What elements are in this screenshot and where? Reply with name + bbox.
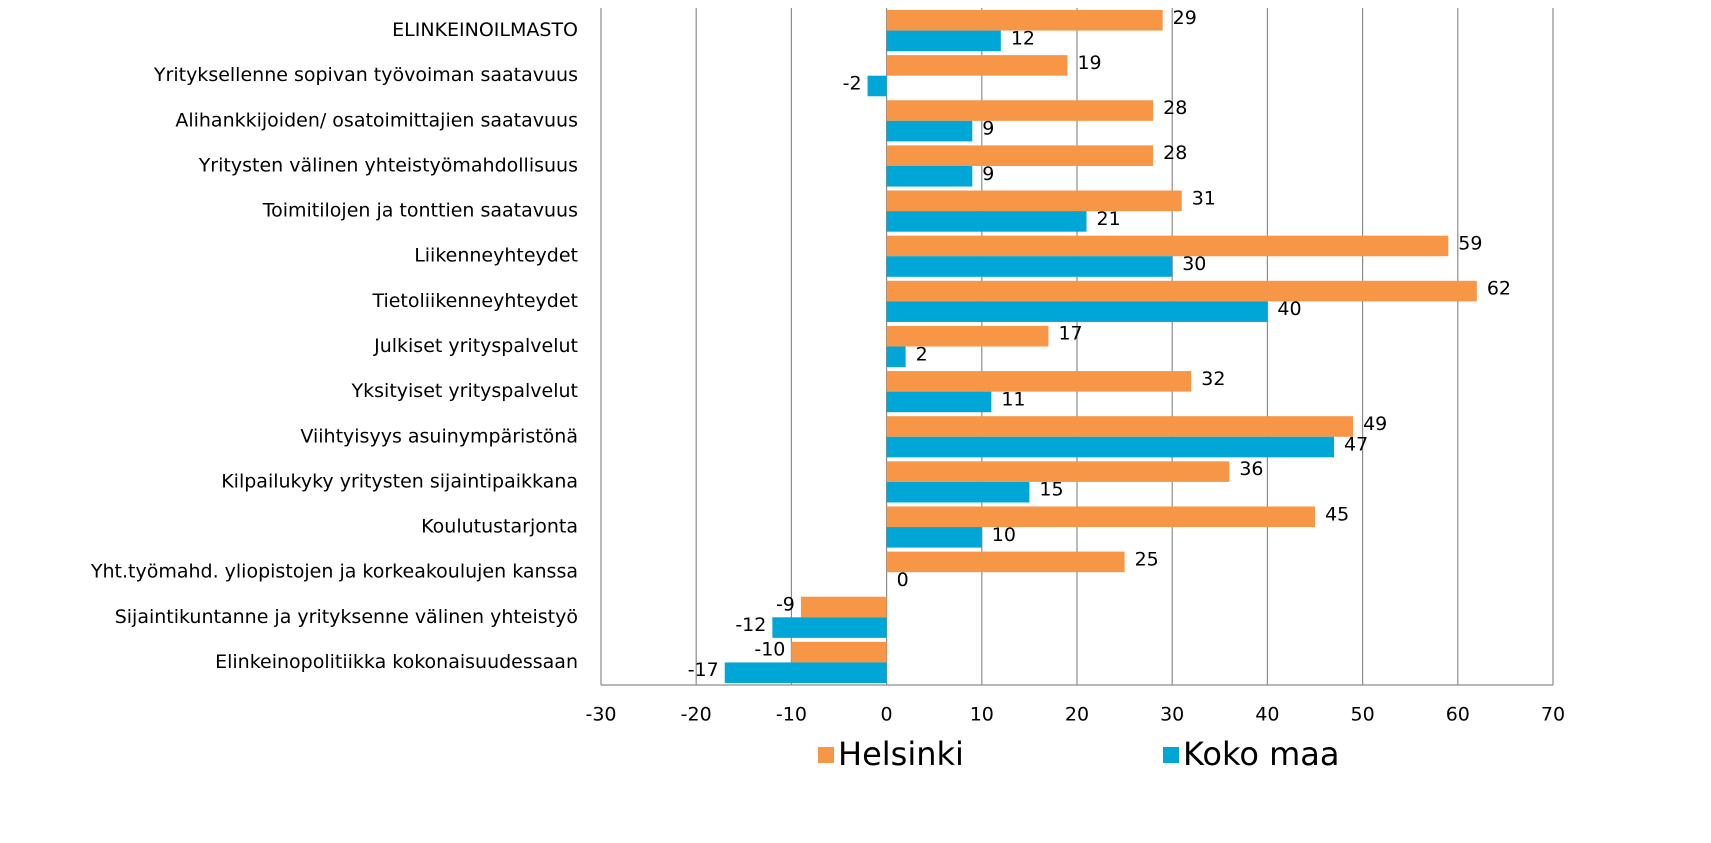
- category-label: Julkiset yrityspalvelut: [373, 335, 578, 357]
- x-tick-label: -20: [681, 704, 712, 726]
- legend-label: Koko maa: [1183, 735, 1340, 773]
- x-tick-label: 50: [1351, 704, 1375, 726]
- data-label: 45: [1325, 503, 1349, 525]
- data-label: 19: [1077, 52, 1101, 74]
- x-tick-label: 30: [1160, 704, 1184, 726]
- data-label: 17: [1058, 323, 1082, 345]
- legend-swatch: [1163, 747, 1179, 763]
- data-label: 30: [1182, 253, 1206, 275]
- bar: [886, 461, 1230, 482]
- data-label: 25: [1135, 548, 1159, 570]
- bar: [886, 256, 1173, 277]
- bar: [886, 211, 1087, 232]
- category-label: Yksityiset yrityspalvelut: [351, 380, 578, 402]
- bar: [886, 235, 1449, 257]
- category-label: Yritysten välinen yhteistyömahdollisuus: [198, 154, 578, 176]
- bar: [886, 551, 1125, 573]
- bar: [886, 416, 1354, 437]
- bar: [886, 145, 1154, 166]
- data-label: 32: [1201, 368, 1225, 390]
- bar: [886, 30, 1001, 52]
- bar: [772, 617, 887, 638]
- bar: [886, 301, 1268, 322]
- data-label: 62: [1487, 278, 1511, 300]
- data-label: 0: [897, 569, 909, 591]
- bar: [886, 481, 1030, 503]
- category-label: Elinkeinopolitiikka kokonaisuudessaan: [215, 651, 578, 673]
- data-label: 9: [982, 118, 994, 140]
- x-tick-label: 40: [1255, 704, 1279, 726]
- data-label: 2: [916, 343, 928, 365]
- data-label: 47: [1344, 434, 1368, 456]
- bar: [886, 100, 1154, 121]
- legend-label: Helsinki: [838, 735, 964, 773]
- data-label: 59: [1458, 232, 1482, 254]
- bar: [886, 10, 1163, 31]
- bar: [886, 391, 992, 413]
- x-tick-label: 20: [1065, 704, 1089, 726]
- data-label: -2: [843, 72, 862, 94]
- x-tick-label: -10: [776, 704, 807, 726]
- category-label: Koulutustarjonta: [421, 516, 578, 538]
- x-tick-label: 60: [1446, 704, 1470, 726]
- data-label: 36: [1239, 458, 1263, 480]
- bar: [886, 325, 1049, 347]
- legend-swatch: [818, 747, 834, 763]
- data-label: 21: [1097, 208, 1121, 230]
- data-label: 12: [1011, 27, 1035, 49]
- bar: [886, 280, 1477, 302]
- category-label: ELINKEINOILMASTO: [392, 19, 578, 41]
- data-label: -17: [688, 659, 719, 681]
- category-label: Sijaintikuntanne ja yrityksenne välinen …: [115, 606, 578, 628]
- bar: [791, 641, 887, 663]
- x-tick-label: 10: [970, 704, 994, 726]
- category-label: Liikenneyhteydet: [414, 245, 578, 267]
- category-label: Viihtyisyys asuinympäristönä: [300, 425, 578, 447]
- data-label: 49: [1363, 413, 1387, 435]
- x-tick-label: -30: [585, 704, 616, 726]
- bar: [867, 75, 887, 97]
- bar: [886, 371, 1192, 392]
- data-label: 29: [1173, 7, 1197, 29]
- data-label: 28: [1163, 142, 1187, 164]
- data-label: 28: [1163, 97, 1187, 119]
- bar: [886, 506, 1315, 528]
- x-tick-label: 70: [1541, 704, 1565, 726]
- bar: [886, 120, 973, 142]
- category-label: Kilpailukyky yritysten sijaintipaikkana: [221, 470, 578, 492]
- data-label: 31: [1192, 187, 1216, 209]
- data-label: 15: [1039, 479, 1063, 501]
- data-label: 9: [982, 163, 994, 185]
- x-tick-label: 0: [881, 704, 893, 726]
- data-label: -9: [776, 594, 795, 616]
- category-label: Toimitilojen ja tonttien saatavuus: [262, 200, 578, 222]
- data-label: -10: [754, 639, 785, 661]
- bar: [886, 346, 906, 368]
- bar: [886, 436, 1335, 458]
- data-label: -12: [735, 614, 766, 636]
- bar: [886, 190, 1182, 212]
- data-label: 40: [1277, 298, 1301, 320]
- bar: [800, 596, 887, 618]
- category-label: Tietoliikenneyhteydet: [371, 290, 578, 312]
- data-label: 10: [992, 524, 1016, 546]
- bar: [886, 527, 982, 548]
- bar: [724, 662, 887, 683]
- category-label: Yht.työmahd. yliopistojen ja korkeakoulu…: [90, 561, 578, 583]
- category-label: Yrityksellenne sopivan työvoiman saatavu…: [153, 64, 578, 86]
- bar: [886, 165, 973, 187]
- bar: [886, 55, 1068, 76]
- category-label: Alihankkijoiden/ osatoimittajien saatavu…: [175, 109, 578, 131]
- data-label: 11: [1001, 388, 1025, 410]
